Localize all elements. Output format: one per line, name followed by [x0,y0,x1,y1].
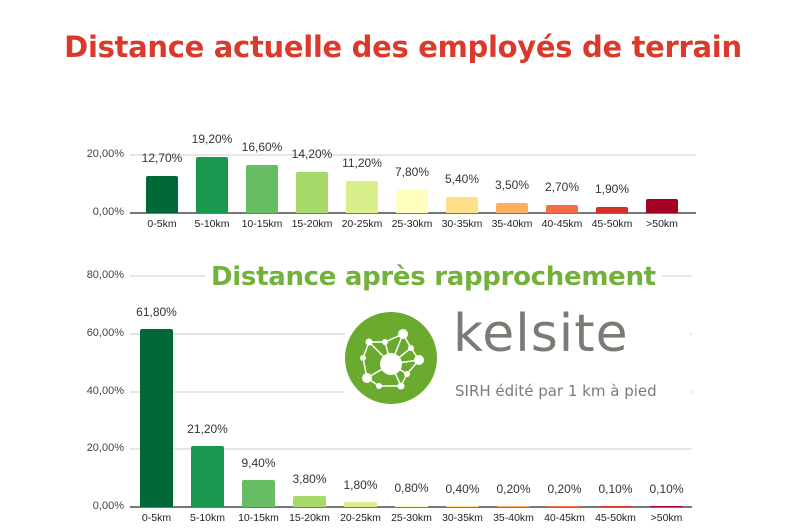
x-tick-label: 0-5km [141,512,172,524]
x-tick-label: 45-50km [591,218,633,230]
bar [246,164,278,213]
x-tick-label: 30-35km [442,512,483,524]
value-label: 11,20% [342,155,382,170]
value-label: 61,80% [136,304,177,319]
bar [242,479,275,507]
value-label: 2,70% [544,180,580,195]
value-label: 9,40% [241,455,276,470]
bar [396,190,428,213]
value-label: 0,80% [394,480,429,495]
y-tick-label: 0,00% [92,206,124,218]
bar [296,171,328,213]
y-tick-label: 20,00% [86,148,124,160]
value-label: 3,80% [292,472,327,487]
y-tick-label: 0,00% [92,500,124,512]
value-label: 0,10% [649,482,684,496]
value-label: 1,90% [594,182,630,197]
value-label: 5,40% [444,172,480,187]
logo-tagline: SIRH édité par 1 km à pied [455,382,657,400]
bar [496,202,528,213]
x-tick-label: >50km [650,512,683,524]
value-label: 0,20% [547,482,582,496]
x-tick-label: 20-25km [340,512,381,524]
bar [446,197,478,213]
x-tick-label: 25-30km [391,512,432,524]
value-label: 16,60% [241,139,283,154]
bar [346,180,378,213]
value-label: 12,70% [141,151,183,166]
bar [293,496,326,507]
value-label: 7,80% [394,165,430,180]
chart-subtitle: Distance après rapprochement [205,262,662,292]
y-tick-label: 20,00% [86,442,124,455]
value-label: 0,10% [598,482,633,496]
y-tick-label: 60,00% [86,326,124,339]
x-tick-label: 45-50km [595,512,636,524]
x-tick-label: 30-35km [441,218,483,230]
x-tick-label: 0-5km [147,218,177,230]
kelsite-logo: kelsite SIRH édité par 1 km à pied [345,304,690,404]
value-label: 0,20% [496,482,531,496]
main-title: Distance actuelle des employés de terrai… [64,30,742,64]
y-tick-label: 80,00% [86,269,124,281]
x-tick-label: 15-20km [289,512,330,524]
gridline [130,448,692,451]
bar [196,157,228,213]
bar [546,205,578,213]
bar [344,501,377,507]
x-tick-label: >50km [646,218,678,230]
x-tick-label: 25-30km [391,218,433,230]
value-label: 1,80% [343,477,378,492]
value-label: 0,40% [445,481,480,496]
bar [446,505,479,507]
value-label: 21,20% [187,421,228,436]
bar [191,445,224,507]
bar [599,506,632,507]
bar [548,506,581,507]
bar [497,506,530,507]
x-tick-label: 5-10km [194,218,230,230]
gridline [130,154,696,156]
x-tick-label: 5-10km [189,512,225,524]
x-tick-label: 20-25km [341,218,383,230]
y-tick-label: 40,00% [86,384,124,397]
logo-wordmark: kelsite [453,304,629,364]
network-icon [345,312,437,404]
value-label: 19,20% [191,132,233,147]
bar [146,176,178,213]
x-tick-label: 40-45km [541,218,583,230]
bar [140,328,173,507]
bar [395,504,428,507]
x-tick-label: 10-15km [238,512,279,524]
value-label: 14,20% [291,146,333,161]
x-axis-baseline [130,506,692,508]
x-tick-label: 40-45km [544,512,585,524]
x-axis-baseline [130,212,696,214]
bar [650,506,683,507]
bar [646,199,678,213]
x-tick-label: 15-20km [291,218,333,230]
x-tick-label: 35-40km [493,512,534,524]
value-label: 3,50% [494,177,530,192]
x-tick-label: 10-15km [241,218,283,230]
bar [596,207,628,213]
x-tick-label: 35-40km [491,218,533,230]
